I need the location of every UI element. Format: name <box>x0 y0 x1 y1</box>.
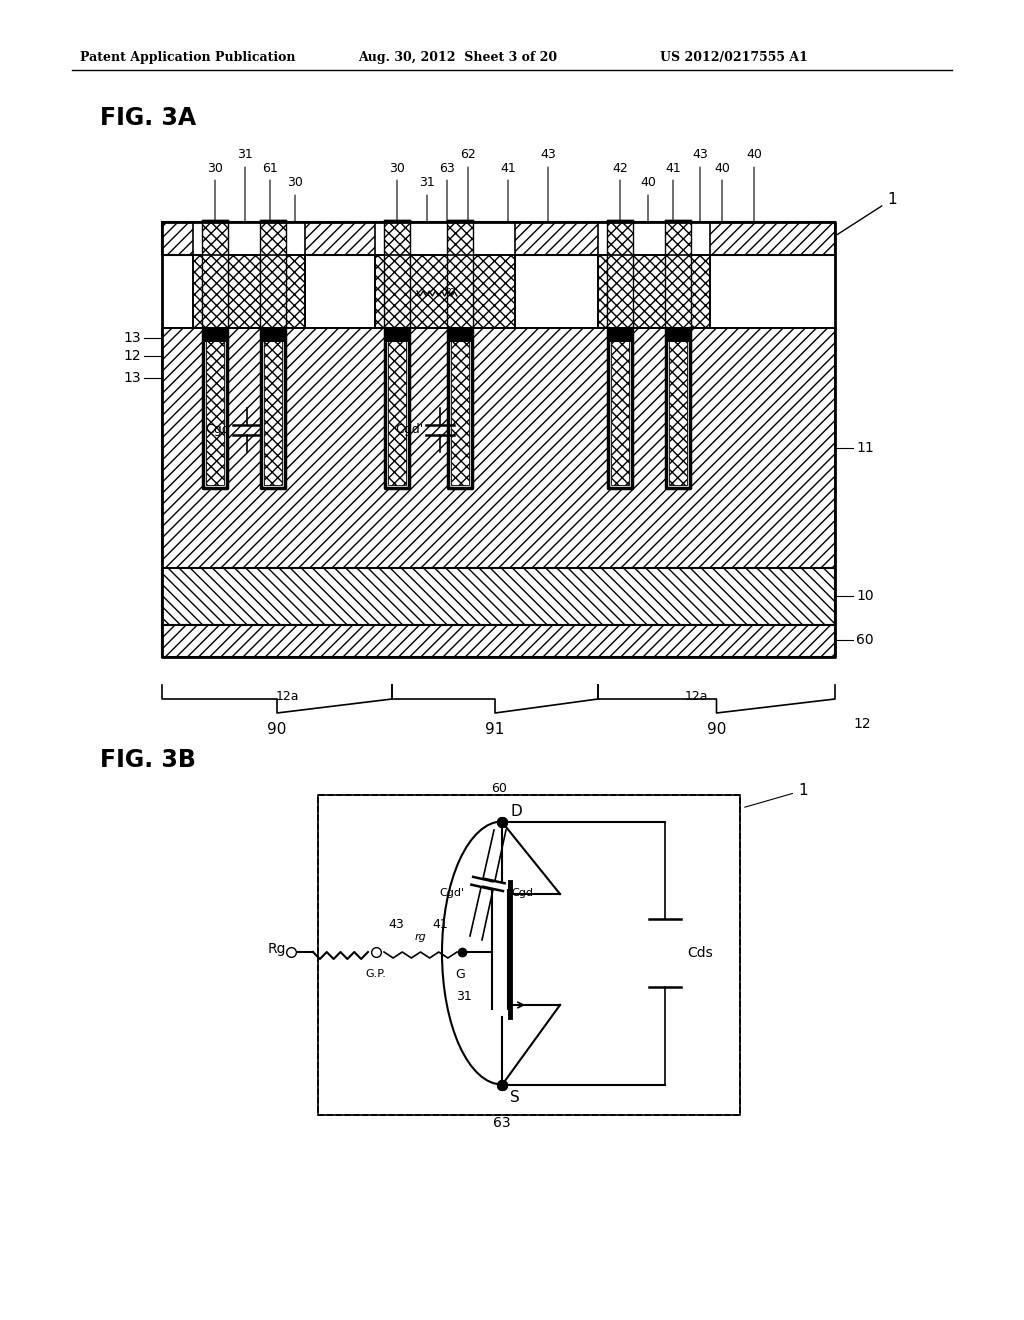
Bar <box>206 331 224 484</box>
Text: Cgd: Cgd <box>511 888 534 898</box>
Text: 43: 43 <box>388 917 403 931</box>
Text: 12a: 12a <box>275 690 299 704</box>
Bar <box>666 327 690 488</box>
Bar <box>264 331 282 484</box>
Text: 43: 43 <box>540 149 556 222</box>
Text: S: S <box>510 1089 520 1105</box>
Bar <box>202 220 228 327</box>
Bar <box>611 331 629 484</box>
Bar <box>202 327 228 342</box>
Text: 12: 12 <box>123 348 141 363</box>
Text: 60: 60 <box>492 781 507 795</box>
Text: Cds: Cds <box>687 946 713 960</box>
Text: 63: 63 <box>494 1115 511 1130</box>
Bar <box>607 220 633 327</box>
Bar <box>607 327 633 342</box>
Text: 13: 13 <box>123 371 141 385</box>
Text: Patent Application Publication: Patent Application Publication <box>80 50 296 63</box>
Text: 90: 90 <box>707 722 726 738</box>
Text: 63: 63 <box>439 161 455 222</box>
Bar <box>388 331 406 484</box>
Text: 30: 30 <box>207 161 223 222</box>
Text: US 2012/0217555 A1: US 2012/0217555 A1 <box>660 50 808 63</box>
Bar <box>384 220 410 327</box>
Text: 31: 31 <box>456 990 472 1002</box>
Bar <box>451 331 469 484</box>
Bar <box>669 331 687 484</box>
Text: 41: 41 <box>432 917 447 931</box>
Bar <box>449 327 472 488</box>
Bar <box>162 222 835 255</box>
Text: 31: 31 <box>419 177 435 222</box>
Text: 60: 60 <box>856 634 873 647</box>
Bar <box>261 327 285 488</box>
Text: 62: 62 <box>460 149 476 222</box>
Text: rg: rg <box>415 932 426 942</box>
Text: G.P.: G.P. <box>366 969 386 979</box>
Text: 41: 41 <box>666 161 681 222</box>
Bar <box>162 327 835 568</box>
Text: 12: 12 <box>853 717 870 731</box>
Text: 90: 90 <box>267 722 287 738</box>
Bar <box>375 255 515 327</box>
Text: 10: 10 <box>856 589 873 603</box>
Text: FIG. 3B: FIG. 3B <box>100 748 196 772</box>
Bar <box>193 222 305 255</box>
Bar <box>665 220 691 327</box>
Bar <box>665 327 691 342</box>
Text: 40: 40 <box>714 161 730 222</box>
Bar <box>447 220 473 327</box>
Bar <box>318 795 740 1115</box>
Text: rg: rg <box>444 286 456 296</box>
Text: 30: 30 <box>287 177 303 222</box>
Text: G: G <box>455 968 465 981</box>
Text: FIG. 3A: FIG. 3A <box>100 106 197 129</box>
Text: 61: 61 <box>262 161 278 222</box>
Text: D: D <box>510 804 522 820</box>
Text: Aug. 30, 2012  Sheet 3 of 20: Aug. 30, 2012 Sheet 3 of 20 <box>358 50 557 63</box>
Text: 40: 40 <box>640 177 656 222</box>
Text: 1: 1 <box>744 783 808 808</box>
Bar <box>598 222 710 255</box>
Text: 42: 42 <box>612 161 628 222</box>
Bar <box>193 255 305 327</box>
Text: 11: 11 <box>856 441 873 455</box>
Bar <box>162 568 835 624</box>
Text: 13: 13 <box>123 331 141 345</box>
Bar <box>260 327 286 342</box>
Text: 12a: 12a <box>685 690 709 704</box>
Text: 40: 40 <box>746 149 762 222</box>
Bar <box>608 327 632 488</box>
Bar <box>384 327 410 342</box>
Text: Cgd': Cgd' <box>439 888 465 898</box>
Text: 30: 30 <box>389 161 404 222</box>
Bar <box>385 327 409 488</box>
Bar <box>203 327 227 488</box>
Bar <box>375 222 515 255</box>
Bar <box>318 795 740 1115</box>
Text: 1: 1 <box>838 191 897 235</box>
Bar <box>447 327 473 342</box>
Text: Cgd': Cgd' <box>394 424 423 437</box>
Text: 31: 31 <box>238 149 253 222</box>
Bar <box>598 255 710 327</box>
Text: Rg: Rg <box>267 942 286 956</box>
Text: 43: 43 <box>692 149 708 222</box>
Bar <box>260 220 286 327</box>
Text: 91: 91 <box>485 722 505 738</box>
Text: 41: 41 <box>500 161 516 222</box>
Bar <box>162 624 835 657</box>
Text: Cgd: Cgd <box>205 424 230 437</box>
